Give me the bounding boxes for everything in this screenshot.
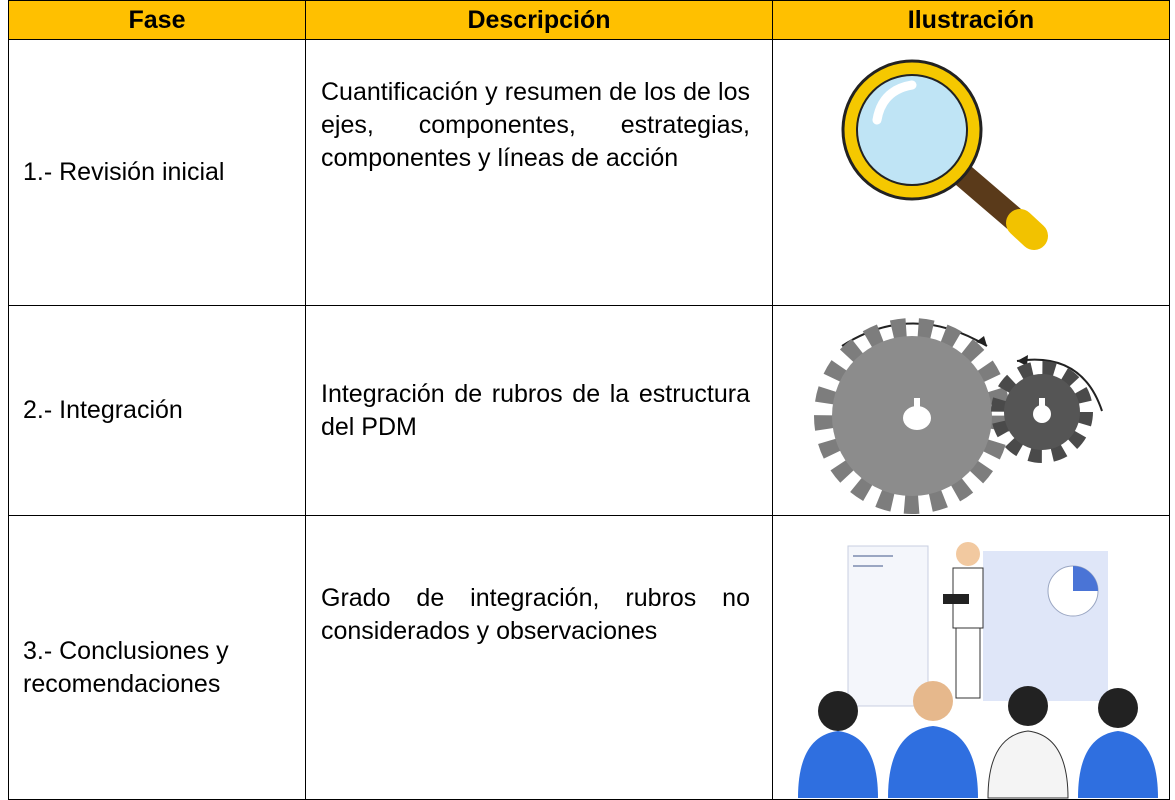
description-text: Cuantificación y resumen de los de los e… (321, 78, 750, 172)
phase-cell: 2.- Integración (8, 305, 306, 516)
description-cell: Cuantificación y resumen de los de los e… (305, 39, 773, 306)
header-cell: Ilustración (772, 0, 1170, 40)
header-cell: Descripción (305, 0, 773, 40)
phase-text: 2.- Integración (23, 396, 183, 424)
description-text: Grado de integración, rubros no consider… (321, 584, 750, 645)
header-cell: Fase (8, 0, 306, 40)
phase-cell: 1.- Revisión inicial (8, 39, 306, 306)
presentation-illustration (798, 542, 1158, 799)
gears-illustration (814, 318, 1103, 514)
phase-text: 3.- Conclusiones y recomendaciones (23, 636, 229, 698)
phase-text: 1.- Revisión inicial (23, 158, 225, 186)
description-text: Integración de rubros de la estructura d… (321, 380, 750, 441)
illustration-cell (772, 305, 1170, 516)
description-cell: Integración de rubros de la estructura d… (305, 305, 773, 516)
phase-cell: 3.- Conclusiones y recomendaciones (8, 515, 306, 800)
description-cell: Grado de integración, rubros no consider… (305, 515, 773, 800)
magnifier-illustration (841, 59, 1048, 250)
